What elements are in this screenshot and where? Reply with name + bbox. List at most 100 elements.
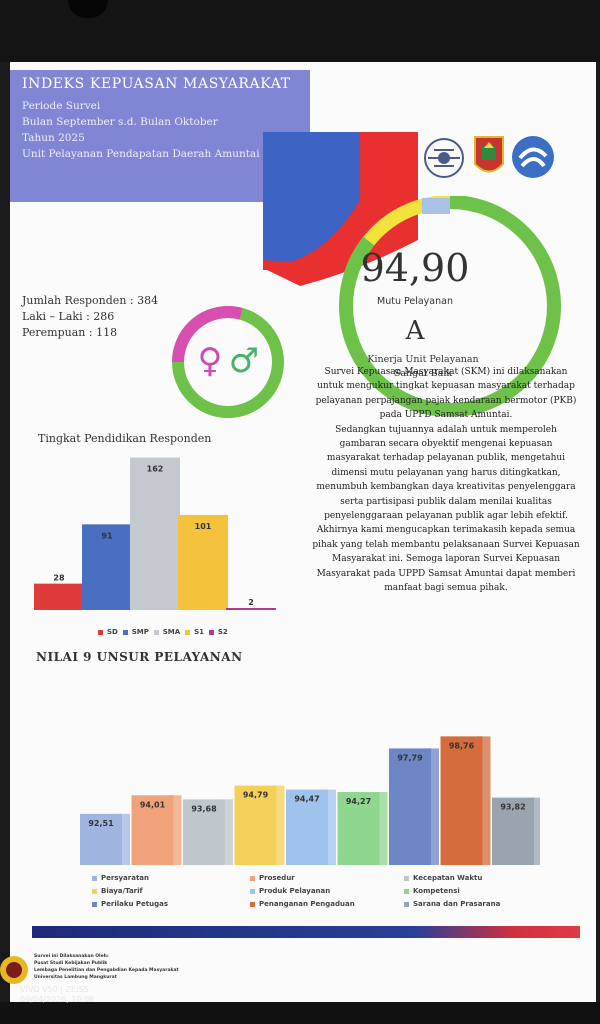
svc-legend-swatch-3: [92, 888, 97, 894]
footer-line-2: Pusat Studi Kebijakan Publik: [34, 961, 108, 966]
svc-legend-label-0: Persyaratan: [101, 874, 150, 882]
score-label: Mutu Pelayanan: [377, 296, 453, 307]
svc-legend-item-1: Prosedur: [250, 874, 295, 882]
education-chart-title: Tingkat Pendidikan Responden: [38, 432, 212, 445]
header-title: INDEKS KEPUASAN MASYARAKAT: [22, 76, 291, 92]
header-decor: [263, 132, 418, 286]
svc-bar-0: [80, 813, 122, 865]
kalsel-emblem-icon: [474, 136, 504, 173]
description-text: Survei Kepuasan Masyarakat (SKM) ini dil…: [312, 365, 580, 596]
svc-legend-swatch-6: [92, 901, 97, 907]
edu-bar-sd: [34, 583, 84, 610]
svc-legend-swatch-5: [404, 888, 409, 894]
svc-bar-8: [492, 797, 534, 865]
svc-bar-7: [440, 736, 483, 865]
svc-legend-label-8: Sarana dan Prasarana: [413, 900, 501, 908]
svc-legend-item-5: Kompetensi: [404, 887, 460, 895]
svc-legend-item-0: Persyaratan: [92, 874, 149, 882]
svc-legend-item-7: Penanganan Pengaduan: [250, 900, 355, 908]
respondent-male: Laki – Laki : 286: [22, 310, 115, 323]
legend-item-smp: SMP: [122, 628, 149, 636]
score-performance-2: Sangat Baik: [393, 368, 453, 379]
svc-bar-2: [183, 799, 225, 865]
score-value: 94,90: [360, 246, 470, 290]
svc-legend-item-3: Biaya/Tarif: [92, 887, 143, 895]
legend-item-s1: S1: [185, 628, 204, 636]
donut-female-segment: [172, 306, 284, 418]
edu-bar-sma: [130, 457, 180, 610]
ulm-logo-icon: [0, 956, 28, 984]
education-bar-chart: 28 91 162 101 2: [34, 457, 276, 610]
photo-stamp: VIVO V50 | ZEISS 09/04/2026, 10:08: [20, 985, 94, 1005]
frame-bottom: [0, 1002, 600, 1024]
edu-bar-smp: [82, 524, 132, 610]
svc-bar-3: [234, 785, 277, 865]
frame-top: [0, 0, 600, 62]
svc-bar-label-6: 97,79: [397, 753, 423, 762]
svc-bar-label-0: 92,51: [88, 819, 114, 828]
edu-bar-s2: [226, 608, 276, 610]
footer-stripe: [32, 926, 580, 938]
edu-bar-label-sma: 162: [147, 465, 164, 474]
svc-bar-label-1: 94,01: [140, 800, 166, 809]
photo-stamp-date: 09/04/2026, 10:08: [20, 995, 95, 1004]
legend-item-sma: SMA: [153, 628, 180, 636]
header-banner: [10, 70, 310, 202]
footer-line-4: Universitas Lambung Mangkurat: [34, 975, 117, 980]
edu-bar-s1: [178, 514, 228, 610]
score-grade: A: [405, 316, 425, 346]
svc-legend-swatch-2: [404, 875, 409, 881]
samsat-logo-icon: [424, 138, 464, 178]
svc-legend-swatch-1: [250, 875, 255, 881]
svc-bar-label-2: 93,68: [191, 804, 217, 813]
photo-stamp-device: VIVO V50 | ZEISS: [20, 985, 89, 994]
svc-legend-swatch-0: [92, 875, 97, 881]
frame-clip: [68, 0, 108, 18]
edu-bar-label-sd: 28: [53, 574, 65, 583]
svc-legend-item-2: Kecepatan Waktu: [404, 874, 482, 882]
header-period-months: Bulan September s.d. Bulan Oktober: [22, 116, 218, 128]
svc-bar-5: [337, 792, 380, 865]
svc-legend-swatch-8: [404, 901, 409, 907]
female-symbol-icon: ♀: [198, 341, 223, 381]
score-performance-1: Kinerja Unit Pelayanan: [367, 354, 479, 365]
svc-bar-label-8: 93,82: [500, 803, 525, 812]
footer-line-1: Survei ini Dilaksanakan Oleh:: [34, 954, 109, 959]
svc-bar-label-3: 94,79: [243, 791, 269, 800]
respondent-total: Jumlah Responden : 384: [22, 294, 159, 307]
male-symbol-icon: ♂: [229, 341, 259, 381]
svc-legend-swatch-4: [250, 888, 255, 894]
svc-bar-4: [286, 789, 328, 865]
svc-legend-label-5: Kompetensi: [413, 887, 460, 895]
footer-line-3: Lembaga Penelitian dan Pengabdian Kepada…: [34, 968, 179, 973]
header-period-label: Periode Survei: [22, 100, 101, 112]
score-ring: [339, 196, 561, 416]
service-bar-chart: 92,51 94,01 93,68 94,79 94,47 94,27 97,79 98,76…: [80, 736, 540, 865]
service-chart-title: NILAI 9 UNSUR PELAYANAN: [36, 650, 243, 664]
description-paragraph-1: Survei Kepuasan Masyarakat (SKM) ini dil…: [315, 367, 577, 421]
jasa-raharja-logo-icon: [512, 136, 554, 178]
legend-item-sd: SD: [98, 628, 118, 636]
svc-legend-label-7: Penanganan Pengaduan: [259, 900, 355, 908]
svc-bar-1: [131, 795, 174, 865]
svc-legend-swatch-7: [250, 901, 255, 907]
svc-bar-label-4: 94,47: [294, 795, 319, 804]
svc-legend-label-6: Perilaku Petugas: [101, 900, 169, 908]
svc-bar-label-5: 94,27: [346, 797, 371, 806]
svc-legend-label-2: Kecepatan Waktu: [413, 874, 483, 882]
legend-item-s2: S2: [208, 628, 228, 636]
respondent-female: Perempuan : 118: [22, 326, 118, 339]
edu-bar-label-s2: 2: [248, 598, 254, 607]
svc-legend-label-1: Prosedur: [259, 874, 295, 882]
description-paragraph-3: Akhirnya kami mengucapkan terimakasih ke…: [312, 525, 580, 594]
svc-legend-label-4: Produk Pelayanan: [259, 887, 331, 895]
description-paragraph-2: Sedangkan tujuannya adalah untuk mempero…: [316, 424, 576, 522]
edu-bar-label-s1: 101: [195, 522, 212, 531]
education-legend: SD SMP SMA S1 S2: [98, 628, 228, 636]
svc-legend-item-6: Perilaku Petugas: [92, 900, 168, 908]
svc-legend-item-8: Sarana dan Prasarana: [404, 900, 500, 908]
svc-bar-label-7: 98,76: [449, 741, 475, 750]
header-unit: Unit Pelayanan Pendapatan Daerah Amuntai: [22, 148, 260, 160]
svc-legend-item-4: Produk Pelayanan: [250, 887, 330, 895]
header-year: Tahun 2025: [22, 132, 85, 144]
